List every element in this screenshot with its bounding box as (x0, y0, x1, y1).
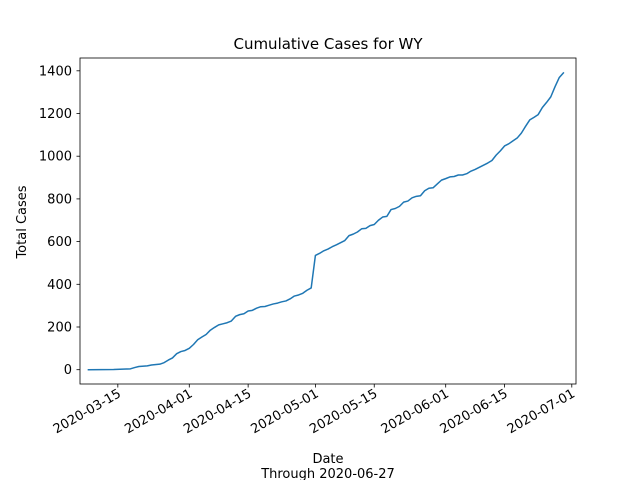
y-tick-label: 600 (47, 235, 72, 250)
series-line (87, 71, 565, 371)
y-axis-title: Total Cases (15, 185, 30, 259)
x-axis-title: Date (312, 452, 343, 467)
y-tick-label: 800 (47, 192, 72, 207)
chart-title: Cumulative Cases for WY (233, 35, 423, 53)
x-axis-subtitle: Through 2020-06-27 (260, 467, 395, 480)
y-tick-label: 1000 (39, 150, 72, 165)
axes-frame (79, 57, 577, 385)
y-tick-label: 200 (47, 320, 72, 335)
y-tick-label: 0 (64, 363, 72, 378)
y-tick-label: 1400 (39, 64, 72, 79)
y-tick-label: 1200 (39, 107, 72, 122)
y-tick-label: 400 (47, 278, 72, 293)
